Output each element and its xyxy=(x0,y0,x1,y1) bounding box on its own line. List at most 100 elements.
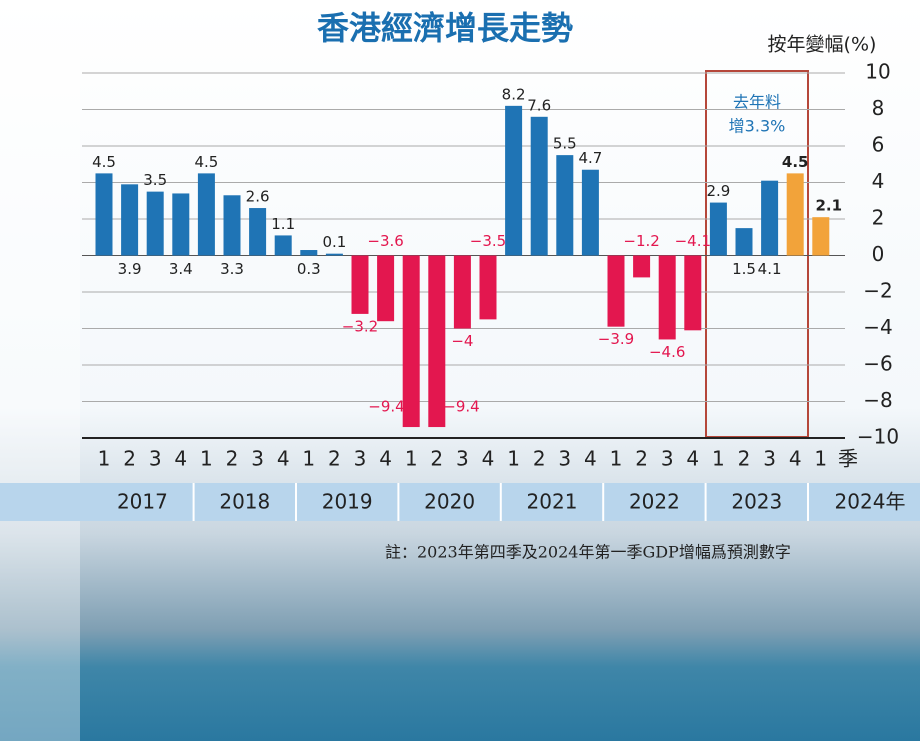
bar xyxy=(300,250,317,255)
x-tick-label: 3 xyxy=(661,447,674,471)
bar xyxy=(659,256,676,340)
annotation: 去年料 xyxy=(733,93,781,112)
x-tick-label: 4 xyxy=(584,447,597,471)
year-label: 2023 xyxy=(731,490,782,514)
value-label: 0.1 xyxy=(322,233,346,251)
value-label: 4.7 xyxy=(578,149,602,167)
x-tick-label: 2 xyxy=(328,447,341,471)
bar xyxy=(761,181,778,256)
value-label: 0.3 xyxy=(297,260,321,278)
bar xyxy=(96,173,113,255)
bar xyxy=(224,195,241,255)
bar xyxy=(505,106,522,256)
value-label: 4.5 xyxy=(194,153,218,171)
value-label: −3.6 xyxy=(367,232,403,250)
year-label: 2017 xyxy=(117,490,168,514)
y-tick-label: 2 xyxy=(872,206,885,230)
bar xyxy=(377,256,394,322)
value-label: −4.6 xyxy=(649,343,685,361)
bar xyxy=(454,256,471,329)
x-tick-label: 3 xyxy=(354,447,367,471)
bar xyxy=(198,173,215,255)
bar xyxy=(172,193,189,255)
y-tick-label: 6 xyxy=(872,133,885,157)
x-tick-label: 4 xyxy=(277,447,290,471)
bar xyxy=(147,192,164,256)
value-label: 3.4 xyxy=(169,260,193,278)
bar xyxy=(556,155,573,255)
x-tick-label: 3 xyxy=(558,447,571,471)
bar xyxy=(480,256,497,320)
value-label: 3.5 xyxy=(143,171,167,189)
note: 註：2023年第四季及2024年第一季GDP增幅爲預測數字 xyxy=(385,543,791,562)
value-label: 4.1 xyxy=(758,260,782,278)
value-label: 1.1 xyxy=(271,215,295,233)
bar xyxy=(736,228,753,255)
x-tick-label: 2 xyxy=(430,447,443,471)
x-tick-label: 2 xyxy=(635,447,648,471)
x-tick-label: 1 xyxy=(302,447,315,471)
x-tick-label: 1 xyxy=(405,447,418,471)
value-label: 4.5 xyxy=(782,153,809,171)
value-label: −4 xyxy=(451,332,473,350)
value-label: −3.9 xyxy=(598,330,634,348)
x-tick-label: 1 xyxy=(712,447,725,471)
value-label: 1.5 xyxy=(732,260,756,278)
y-tick-label: −4 xyxy=(863,315,892,339)
value-label: 3.9 xyxy=(118,260,142,278)
y-tick-label: 4 xyxy=(872,169,885,193)
x-tick-label: 2 xyxy=(226,447,239,471)
x-tick-label: 4 xyxy=(482,447,495,471)
x-tick-label: 1 xyxy=(610,447,623,471)
y-tick-label: 0 xyxy=(872,242,885,266)
x-tick-label: 3 xyxy=(763,447,776,471)
chart: 香港經濟增長走勢 按年變幅(%) 季 去年料 增3.3% 註：2023年第四季及… xyxy=(0,0,920,741)
value-label: −1.2 xyxy=(623,232,659,250)
bar xyxy=(812,217,829,255)
bar xyxy=(608,256,625,327)
y-tick-label: −10 xyxy=(857,425,899,449)
value-label: 4.5 xyxy=(92,153,116,171)
value-label: −9.4 xyxy=(368,398,404,416)
bar xyxy=(249,208,266,255)
year-label: 2024年 xyxy=(835,490,906,514)
x-tick-label: 1 xyxy=(814,447,827,471)
x-unit: 季 xyxy=(838,447,858,471)
bar xyxy=(121,184,138,255)
x-tick-label: 1 xyxy=(98,447,111,471)
page: 香港經濟增長走勢 按年變幅(%) 季 去年料 增3.3% 註：2023年第四季及… xyxy=(0,0,920,741)
bar xyxy=(582,170,599,256)
annotation: 增3.3% xyxy=(729,117,786,136)
value-label: −9.4 xyxy=(443,398,479,416)
value-label: 2.1 xyxy=(816,197,843,215)
x-tick-label: 4 xyxy=(686,447,699,471)
bar xyxy=(684,256,701,331)
bar xyxy=(352,256,369,314)
bar xyxy=(787,173,804,255)
value-label: −3.5 xyxy=(470,232,506,250)
x-tick-label: 4 xyxy=(789,447,802,471)
value-label: 2.9 xyxy=(706,182,730,200)
background xyxy=(0,0,920,741)
x-tick-label: 3 xyxy=(149,447,162,471)
year-label: 2021 xyxy=(527,490,578,514)
year-label: 2019 xyxy=(322,490,373,514)
bar xyxy=(275,235,292,255)
chart-title: 香港經濟增長走勢 xyxy=(317,9,573,47)
x-tick-label: 1 xyxy=(507,447,520,471)
bar xyxy=(710,203,727,256)
bar xyxy=(531,117,548,256)
year-label: 2020 xyxy=(424,490,475,514)
value-label: 3.3 xyxy=(220,260,244,278)
x-tick-label: 4 xyxy=(379,447,392,471)
side-strip xyxy=(0,0,80,741)
x-tick-label: 2 xyxy=(533,447,546,471)
value-label: −3.2 xyxy=(342,317,378,335)
value-label: 8.2 xyxy=(502,85,526,103)
x-tick-label: 3 xyxy=(456,447,469,471)
x-tick-label: 3 xyxy=(251,447,264,471)
value-label: 7.6 xyxy=(527,96,551,114)
y-tick-label: 10 xyxy=(865,60,890,84)
y-tick-label: −2 xyxy=(863,279,892,303)
y-tick-label: −6 xyxy=(863,352,892,376)
